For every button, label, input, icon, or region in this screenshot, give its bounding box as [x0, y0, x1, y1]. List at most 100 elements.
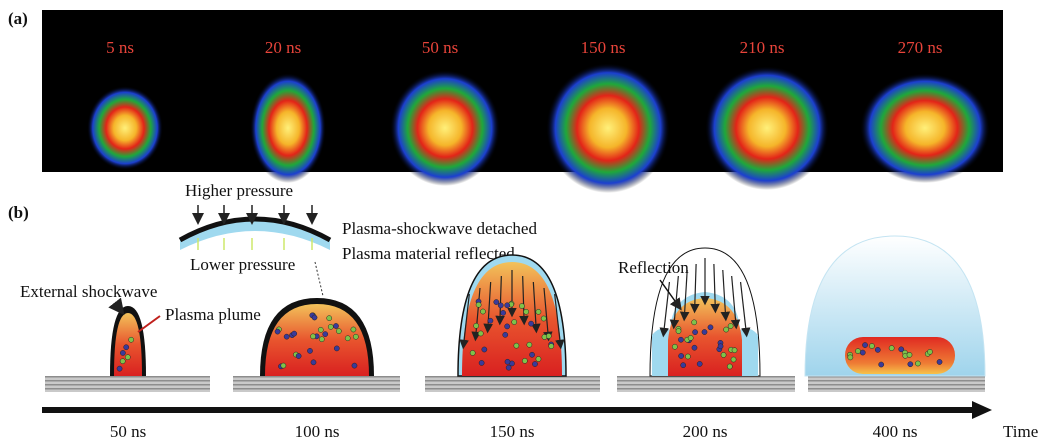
particle — [336, 329, 341, 334]
particle — [708, 325, 713, 330]
callout: External shockwave — [20, 282, 157, 301]
particle — [855, 349, 860, 354]
particle — [470, 350, 475, 355]
particle — [731, 357, 736, 362]
plasma-image — [705, 66, 829, 190]
particle — [889, 346, 894, 351]
particle — [907, 352, 912, 357]
particle — [679, 353, 684, 358]
callout: Plasma plume — [165, 305, 261, 324]
particle — [546, 333, 551, 338]
inset-pointer — [315, 262, 323, 296]
particle — [718, 344, 723, 349]
particle — [281, 363, 286, 368]
particle — [505, 324, 510, 329]
particle — [692, 345, 697, 350]
plasma-image — [390, 70, 500, 186]
particle — [319, 337, 324, 342]
particle — [334, 346, 339, 351]
frame-label: 20 ns — [265, 38, 301, 57]
particle — [702, 329, 707, 334]
particle — [676, 329, 681, 334]
particle — [505, 303, 510, 308]
frame-label: 270 ns — [898, 38, 943, 57]
particle — [899, 347, 904, 352]
particle — [519, 303, 524, 308]
note: Plasma material reflected — [342, 244, 515, 263]
particle — [678, 337, 683, 342]
substrate — [233, 376, 400, 392]
particle — [351, 327, 356, 332]
plasma-image — [860, 73, 990, 183]
particle — [120, 359, 125, 364]
particle — [125, 355, 130, 360]
particle — [527, 342, 532, 347]
particle — [522, 358, 527, 363]
particle — [541, 316, 546, 321]
particle — [688, 335, 693, 340]
particle — [524, 309, 529, 314]
particle — [697, 361, 702, 366]
particle — [685, 354, 690, 359]
particle — [529, 321, 534, 326]
particle — [862, 342, 867, 347]
image-strip — [42, 10, 1003, 172]
particle — [476, 302, 481, 307]
plume — [845, 337, 955, 374]
particle — [724, 327, 729, 332]
particle — [310, 334, 315, 339]
particle — [728, 323, 733, 328]
particle — [311, 360, 316, 365]
particle — [503, 332, 508, 337]
stage-label: 400 ns — [873, 422, 918, 441]
particle — [284, 334, 289, 339]
particle — [478, 331, 483, 336]
particle — [692, 330, 697, 335]
particle — [514, 343, 519, 348]
particle — [479, 360, 484, 365]
panel-label: (b) — [8, 203, 29, 222]
particle — [860, 350, 865, 355]
particle — [345, 336, 350, 341]
particle — [681, 363, 686, 368]
stage-label: 200 ns — [683, 422, 728, 441]
timeline-head — [972, 401, 992, 419]
axis-label: Time — [1003, 422, 1038, 441]
particle — [352, 363, 357, 368]
callout: Reflection — [618, 258, 689, 277]
stage-label: 50 ns — [110, 422, 146, 441]
particle — [494, 299, 499, 304]
plasma-image — [87, 86, 163, 170]
callout-arrow — [115, 303, 122, 312]
inset-bottom: Lower pressure — [190, 255, 295, 274]
note: Plasma-shockwave detached — [342, 219, 537, 238]
particle — [732, 348, 737, 353]
particle — [120, 350, 125, 355]
particle — [129, 337, 134, 342]
particle — [328, 324, 333, 329]
particle — [908, 362, 913, 367]
particle — [480, 309, 485, 314]
substrate — [808, 376, 985, 392]
particle — [536, 356, 541, 361]
particle — [296, 353, 301, 358]
particle — [353, 334, 358, 339]
particle — [875, 347, 880, 352]
particle — [879, 362, 884, 367]
particle — [927, 349, 932, 354]
frame-label: 150 ns — [581, 38, 626, 57]
particle — [549, 344, 554, 349]
particle — [937, 359, 942, 364]
figure: (a) 5 ns 20 ns 50 ns 150 ns 210 ns 270 ns (b)… — [0, 0, 1049, 443]
panel-label: (a) — [8, 9, 28, 28]
stage-label: 100 ns — [295, 422, 340, 441]
particle — [869, 343, 874, 348]
particle — [312, 315, 317, 320]
frame-label: 5 ns — [106, 38, 134, 57]
particle — [536, 309, 541, 314]
particle — [506, 365, 511, 370]
particle — [505, 359, 510, 364]
particle — [692, 320, 697, 325]
frame-label: 210 ns — [740, 38, 785, 57]
